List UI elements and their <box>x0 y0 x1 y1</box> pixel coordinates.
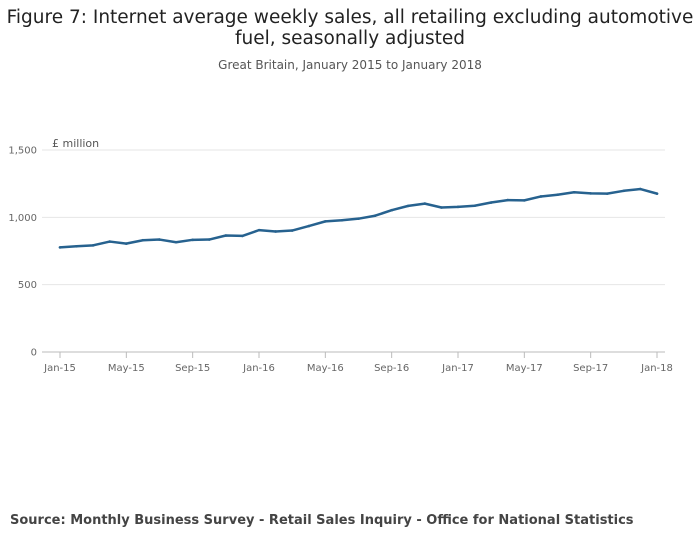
x-tick-label: May-15 <box>108 363 145 374</box>
data-point <box>406 204 410 208</box>
x-tick-label: Sep-15 <box>175 363 210 374</box>
data-point <box>605 192 609 195</box>
data-point <box>158 238 161 241</box>
chart-title: Figure 7: Internet average weekly sales,… <box>6 7 694 49</box>
data-point <box>456 205 460 209</box>
data-point <box>489 201 493 204</box>
data-point <box>274 230 277 233</box>
data-point <box>357 217 360 220</box>
source-note: Source: Monthly Business Survey - Retail… <box>10 513 634 528</box>
data-point <box>589 192 592 195</box>
data-point <box>539 195 543 198</box>
data-point <box>108 240 112 243</box>
data-point <box>390 208 393 212</box>
data-point <box>290 229 294 232</box>
series-layer <box>58 187 659 249</box>
x-tick-label: Jan-15 <box>43 363 76 374</box>
y-tick-label: 0 <box>31 348 37 359</box>
chart-subtitle: Great Britain, January 2015 to January 2… <box>218 58 482 72</box>
axes: 0 500 1,000 1,500 Jan-15 May-15 Sep-15 Jan-16 Ma… <box>8 146 673 375</box>
data-point <box>473 204 476 208</box>
data-point <box>523 199 526 202</box>
data-point <box>572 190 576 194</box>
data-point <box>655 192 659 195</box>
y-tick-label: 1,000 <box>8 213 37 224</box>
x-tick-label: Sep-16 <box>374 363 409 374</box>
y-axis-label: £ million <box>52 137 99 150</box>
data-point <box>622 189 626 193</box>
data-point <box>174 240 178 244</box>
y-tick-label: 500 <box>18 280 37 291</box>
gridlines <box>42 149 665 353</box>
x-tick-label: Jan-17 <box>441 363 474 374</box>
data-point <box>639 187 642 191</box>
data-point <box>423 202 427 205</box>
y-tick-label: 1,500 <box>8 146 37 157</box>
data-point <box>224 234 228 237</box>
data-point <box>191 238 194 242</box>
data-point <box>307 224 311 228</box>
data-point <box>556 193 559 197</box>
data-point <box>440 206 443 209</box>
data-point <box>207 238 211 241</box>
x-tick-label: Jan-18 <box>640 363 673 374</box>
data-point <box>257 228 261 232</box>
x-tick-label: Sep-17 <box>573 363 608 374</box>
x-tick-label: May-16 <box>307 363 344 374</box>
data-point <box>241 234 244 238</box>
x-tick-label: Jan-16 <box>242 363 275 374</box>
data-point <box>506 198 510 202</box>
data-point <box>75 244 78 248</box>
data-point <box>58 246 62 249</box>
data-point <box>324 220 327 223</box>
data-point <box>373 214 377 218</box>
x-tick-label: May-17 <box>506 363 543 374</box>
data-point <box>340 218 344 222</box>
data-point <box>125 242 128 245</box>
data-point <box>91 244 95 247</box>
data-point <box>141 238 145 242</box>
